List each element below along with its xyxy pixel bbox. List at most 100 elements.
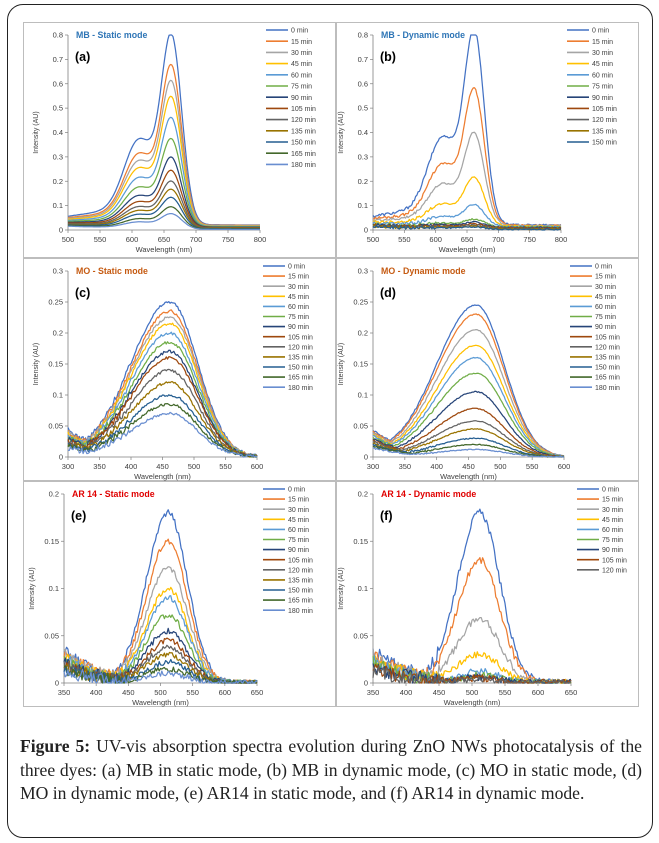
x-axis-label: Wavelength (nm) (444, 698, 501, 707)
y-tick-label: 0.3 (358, 152, 368, 161)
legend-label: 30 min (592, 50, 613, 57)
chart-a: 0 0.1 0.2 0.3 0.4 0.5 0.6 0.7 0.8 500 550 600 650 700… (33, 28, 316, 254)
chart-title: MB - Static mode (76, 30, 147, 40)
y-tick-label: 0.15 (44, 537, 59, 546)
legend-label: 150 min (291, 140, 316, 147)
legend-label: 105 min (602, 557, 627, 564)
legend-label: 135 min (288, 578, 313, 585)
series-line-180-min (67, 212, 260, 231)
legend-label: 0 min (288, 264, 305, 271)
y-tick-label: 0 (364, 226, 368, 235)
y-tick-label: 0.25 (48, 298, 63, 307)
legend-label: 60 min (602, 527, 623, 534)
x-tick-label: 350 (93, 462, 106, 471)
y-tick-label: 0.15 (48, 360, 63, 369)
chart-panel-b: 0 0.1 0.2 0.3 0.4 0.5 0.6 0.7 0.8 500 550 600 650 700… (336, 22, 639, 258)
series-line-30-min (67, 316, 258, 458)
legend-label: 180 min (288, 608, 313, 615)
x-axis-label: Wavelength (nm) (134, 472, 191, 481)
series-line-0-min (372, 304, 565, 457)
y-tick-label: 0.7 (53, 55, 63, 64)
legend-label: 135 min (595, 355, 620, 362)
y-tick-label: 0.15 (353, 537, 368, 546)
legend-label: 90 min (592, 95, 613, 102)
legend-label: 120 min (602, 567, 627, 574)
y-tick-label: 0.2 (358, 177, 368, 186)
y-tick-label: 0.3 (358, 267, 368, 276)
x-tick-label: 550 (186, 688, 199, 697)
series-line-105-min (68, 169, 260, 229)
legend-label: 45 min (291, 61, 312, 68)
legend-label: 135 min (291, 128, 316, 135)
panel-label: (a) (75, 50, 90, 64)
series-line-0-min (372, 508, 572, 684)
legend-label: 75 min (602, 537, 623, 544)
x-tick-label: 400 (430, 462, 443, 471)
chart-d: 0 0.05 0.1 0.15 0.2 0.25 0.3 300 350 400 450 500 550… (338, 264, 620, 481)
y-tick-label: 0.1 (53, 201, 63, 210)
series-line-105-min (67, 356, 258, 458)
legend-label: 135 min (288, 355, 313, 362)
y-axis-label: Intensity (AU) (338, 111, 345, 153)
legend-label: 120 min (592, 117, 617, 124)
y-tick-label: 0.1 (49, 584, 59, 593)
legend-label: 150 min (595, 365, 620, 372)
chart-c: 0 0.05 0.1 0.15 0.2 0.25 0.3 300 350 400 450 500 550… (33, 264, 313, 481)
series-line-75-min (372, 372, 565, 457)
x-tick-label: 800 (254, 235, 267, 244)
series-line-180-min (372, 447, 564, 458)
series-line-30-min (372, 131, 562, 228)
panel-label: (f) (380, 509, 393, 523)
legend-label: 75 min (288, 314, 309, 321)
legend-label: 150 min (288, 365, 313, 372)
series-line-150-min (372, 224, 562, 231)
y-tick-label: 0.3 (53, 152, 63, 161)
legend-label: 90 min (288, 547, 309, 554)
x-tick-label: 450 (433, 688, 446, 697)
legend-label: 0 min (592, 28, 609, 35)
legend-label: 165 min (288, 375, 313, 382)
legend-label: 30 min (602, 507, 623, 514)
y-tick-label: 0.1 (358, 201, 368, 210)
panel-label: (d) (380, 286, 396, 300)
x-tick-label: 400 (90, 688, 103, 697)
x-tick-label: 400 (125, 462, 138, 471)
legend-label: 60 min (288, 527, 309, 534)
x-tick-label: 300 (367, 462, 380, 471)
legend-label: 45 min (288, 294, 309, 301)
x-axis-label: Wavelength (nm) (440, 472, 497, 481)
y-tick-label: 0.6 (53, 79, 63, 88)
legend-label: 60 min (592, 72, 613, 79)
x-tick-label: 350 (367, 688, 380, 697)
x-axis-label: Wavelength (nm) (439, 245, 496, 254)
legend-label: 150 min (288, 588, 313, 595)
series-line-75-min (67, 341, 257, 458)
legend-label: 0 min (602, 487, 619, 494)
legend-label: 45 min (592, 61, 613, 68)
legend-label: 75 min (592, 84, 613, 91)
y-axis-label: Intensity (AU) (29, 567, 36, 609)
legend-label: 0 min (595, 264, 612, 271)
x-tick-label: 500 (62, 235, 75, 244)
y-tick-label: 0 (59, 453, 63, 462)
y-tick-label: 0.7 (358, 55, 368, 64)
chart-panel-d: 0 0.05 0.1 0.15 0.2 0.25 0.3 300 350 400 450 500 550… (336, 258, 639, 481)
x-tick-label: 600 (429, 235, 442, 244)
chart-title: MB - Dynamic mode (381, 30, 465, 40)
series-line-165-min (67, 402, 258, 458)
caption-label: Figure 5: (20, 736, 91, 756)
legend-label: 105 min (288, 557, 313, 564)
y-tick-label: 0 (364, 453, 368, 462)
y-tick-label: 0.5 (358, 104, 368, 113)
x-axis-label: Wavelength (nm) (136, 245, 193, 254)
x-tick-label: 650 (251, 688, 264, 697)
series-line-120-min (372, 420, 565, 458)
y-tick-label: 0.3 (53, 267, 63, 276)
legend-label: 0 min (291, 28, 308, 35)
series-line-45-min (372, 344, 565, 457)
x-axis-label: Wavelength (nm) (132, 698, 189, 707)
chart-f: 0 0.05 0.1 0.15 0.2 350 400 450 500 550 600 650 Wave… (338, 487, 627, 707)
x-tick-label: 600 (126, 235, 139, 244)
series-line-165-min (63, 665, 258, 684)
legend-label: 165 min (291, 151, 316, 158)
